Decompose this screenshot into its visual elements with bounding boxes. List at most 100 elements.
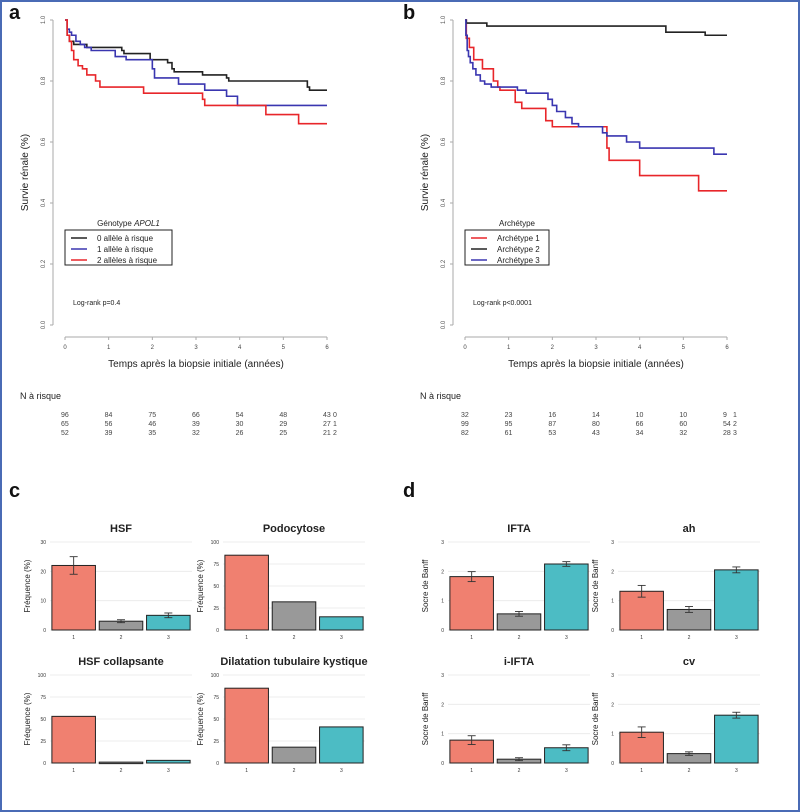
y-tick-label: 25 [40,739,46,745]
y-axis-title: Fréquence (%) [196,692,205,745]
n-at-risk-value: 66 [635,421,644,428]
panel-label-b: b [403,2,416,24]
bar-3 [714,569,759,631]
legend-label: Archétype 2 [497,245,540,254]
km-chart-a: 0.0 0.2 0.4 0.6 0.8 1.0 0 1 2 3 4 5 6 Temps après la … [20,15,329,370]
y-tick-label: 0.6 [441,137,447,146]
x-tick-label: 2 [518,635,521,641]
n-at-risk-value: 30 [235,421,244,428]
n-at-risk-value: 52 [61,430,69,437]
y-tick-label: 0 [441,761,444,767]
y-tick-label: 75 [213,695,219,701]
bar-chart-title: HSF [110,523,132,535]
n-at-risk-value: 53 [548,430,557,437]
n-at-risk-value: 28 [723,430,731,437]
y-axis-title: Fréquence (%) [23,559,32,612]
x-tick-label: 5 [682,345,686,351]
n-at-risk-value: 84 [104,412,113,419]
n-at-risk-value: 14 [592,412,600,419]
n-at-risk-value: 99 [461,421,469,428]
n-at-risk-value: 32 [461,412,469,419]
x-tick-label: 2 [551,345,555,351]
x-tick-label: 3 [167,635,170,641]
n-at-risk-value: 87 [548,421,557,428]
y-axis-title: Socre de Banff [591,559,600,613]
y-tick-label: 3 [441,673,444,679]
y-tick-label: 75 [213,562,219,568]
x-tick-label: 2 [151,345,155,351]
bar-chart-title: HSF collapsante [78,656,164,668]
y-axis-title: Survie rénale (%) [20,134,31,211]
y-tick-label: 0 [611,628,614,634]
n-at-risk-value: 10 [679,412,688,419]
x-tick-label: 3 [735,635,738,641]
x-tick-label: 6 [725,345,729,351]
y-tick-label: 0.0 [41,320,47,329]
x-tick-label: 2 [688,635,691,641]
n-at-risk-value: 32 [192,430,200,437]
y-tick-label: 0.0 [441,320,447,329]
bar-chart-title: Podocytose [263,523,325,535]
n-at-risk-label: N à risque [20,391,62,401]
y-axis-title: Fréquence (%) [23,692,32,745]
n-at-risk-group: 1 [333,421,337,428]
bar-chart-title: ah [683,523,696,535]
y-tick-label: 50 [40,717,46,723]
x-tick-label: 2 [293,635,296,641]
x-tick-label: 3 [594,345,598,351]
y-tick-label: 0 [216,761,219,767]
y-tick-label: 1 [441,732,444,738]
y-axis-title: Survie rénale (%) [420,134,431,211]
y-tick-label: 3 [611,540,614,546]
n-at-risk-value: 27 [323,421,331,428]
x-tick-label: 2 [293,768,296,774]
bar-chart-dilatation-tubulaire: Dilatation tubulaire kystique 0 25 50 75 100 F… [196,656,368,774]
bar-1 [51,564,96,631]
y-tick-label: 0 [441,628,444,634]
n-at-risk-value: 26 [235,430,244,437]
y-tick-label: 50 [213,584,219,590]
bar-3 [319,616,364,631]
y-tick-label: 1 [611,732,614,738]
n-at-risk-value: 56 [104,421,113,428]
bar-3 [544,563,589,631]
y-tick-label: 100 [211,673,220,679]
n-at-risk-value: 43 [592,430,600,437]
n-at-risk-value: 32 [679,430,688,437]
bar-1 [224,554,269,631]
x-tick-label: 1 [640,768,643,774]
panel-label-a: a [9,2,21,24]
x-tick-label: 3 [340,635,343,641]
x-tick-label: 5 [282,345,286,351]
n-at-risk-group: 3 [733,430,737,437]
n-at-risk-value: 39 [104,430,113,437]
x-tick-label: 3 [565,768,568,774]
y-tick-label: 30 [40,540,46,546]
bar-chart-cv: cv 0 1 2 3 Socre de Banff 1 2 3 [591,656,760,774]
y-tick-label: 3 [611,673,614,679]
legend-label: Archétype 3 [497,256,540,265]
n-at-risk-label: N à risque [420,391,462,401]
y-tick-label: 2 [441,569,444,575]
x-tick-label: 2 [120,768,123,774]
log-rank-annotation: Log-rank p=0.4 [73,300,120,307]
x-tick-label: 4 [638,345,642,351]
bar-chart-title: i-IFTA [504,656,534,668]
y-tick-label: 2 [611,702,614,708]
km-chart-b: 0.0 0.2 0.4 0.6 0.8 1.0 0 1 2 3 4 5 6 Temps après la … [420,15,729,370]
bar-chart-title: Dilatation tubulaire kystique [220,656,367,668]
bar-chart-ah: ah 0 1 2 3 Socre de Banff 1 2 3 [591,523,760,641]
y-axis-title: Socre de Banff [421,692,430,746]
x-tick-label: 1 [470,768,473,774]
n-at-risk-value: 10 [635,412,644,419]
n-at-risk-value: 39 [192,421,200,428]
y-tick-label: 0.2 [41,259,47,268]
y-tick-label: 0 [43,761,46,767]
y-tick-label: 0.4 [41,198,47,207]
y-tick-label: 2 [611,569,614,575]
bar-chart-podocytose: Podocytose 0 25 50 75 100 Fréquence (%) 1 2 3 [196,523,365,641]
bar-chart-hsf: HSF 0 10 20 30 Fréquence (%) 1 2 3 [23,523,192,641]
n-at-risk-value: 23 [504,412,513,419]
n-at-risk-value: 43 [323,412,331,419]
x-tick-label: 0 [63,345,67,351]
